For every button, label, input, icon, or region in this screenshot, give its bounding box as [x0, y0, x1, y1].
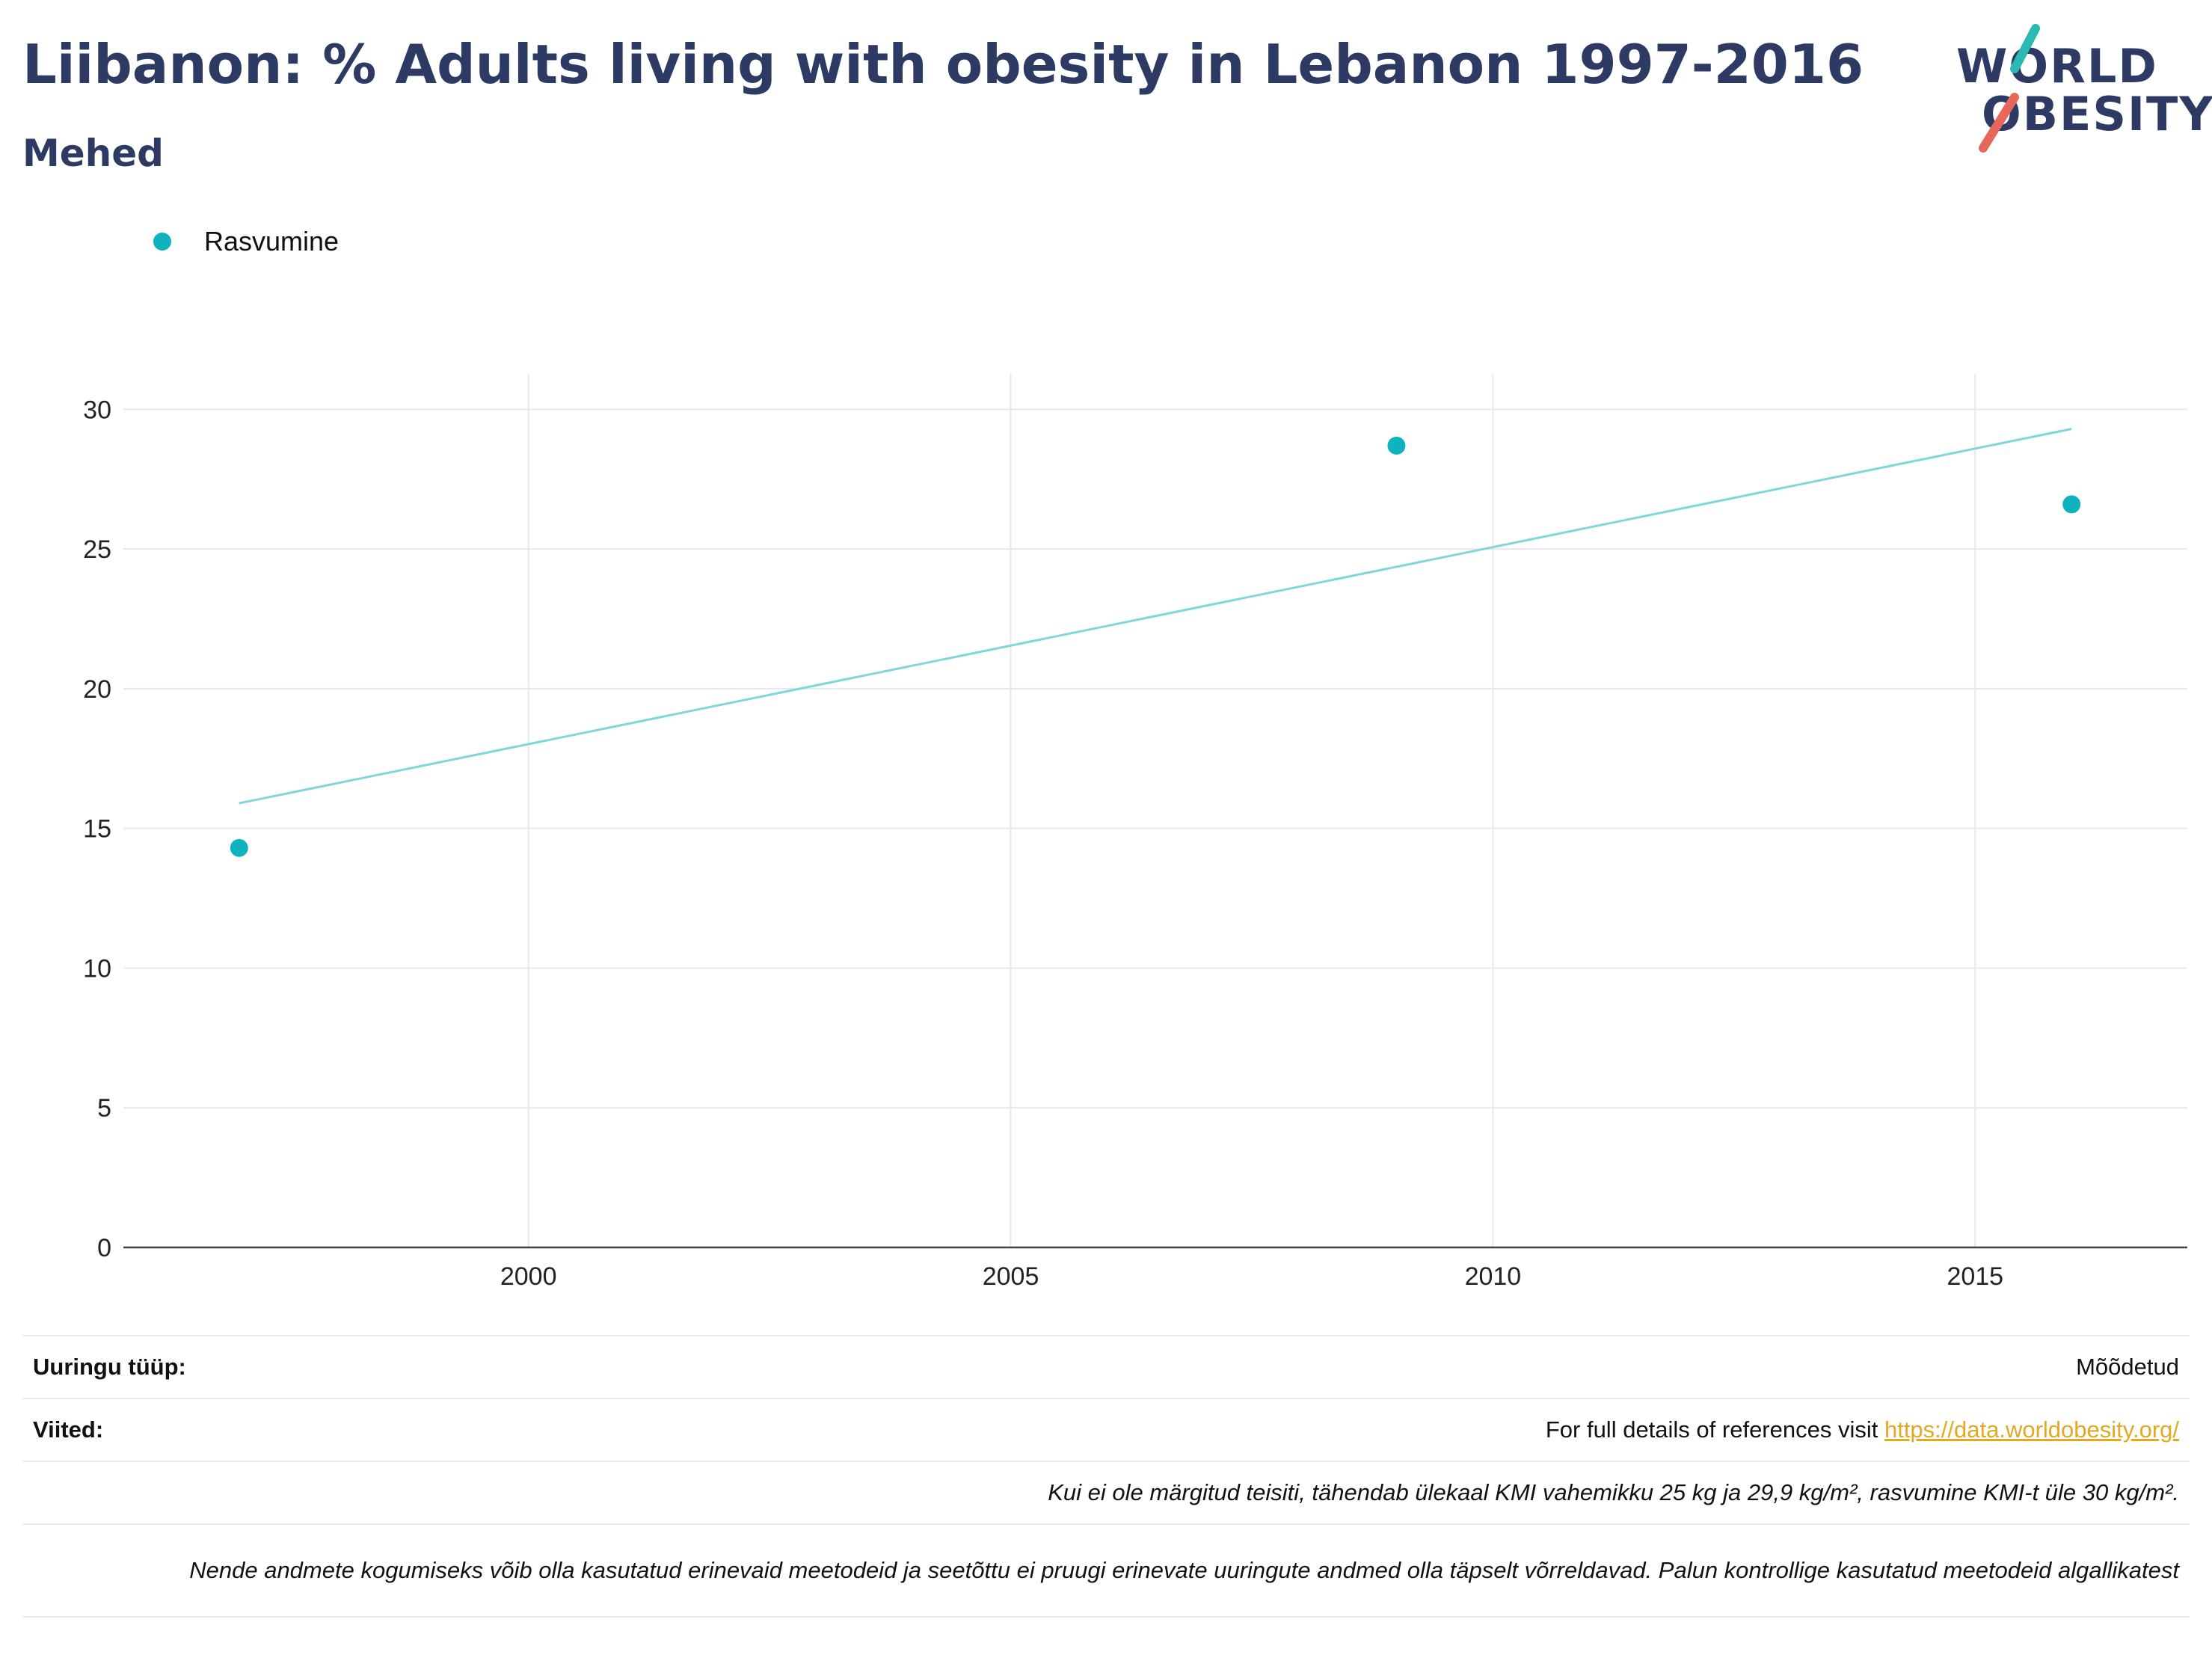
x-tick-label: 2000 — [500, 1262, 557, 1291]
legend[interactable]: Rasvumine — [153, 223, 339, 260]
survey-type-label: Uuringu tüüp: — [33, 1354, 186, 1380]
x-tick-label: 2010 — [1465, 1262, 1522, 1291]
data-point — [230, 838, 248, 857]
methods-note-row: Nende andmete kogumiseks võib olla kasut… — [22, 1523, 2190, 1618]
chart-footer: Uuringu tüüp: Mõõdetud Viited: For full … — [22, 1335, 2190, 1618]
references-link[interactable]: https://data.worldobesity.org/ — [1884, 1416, 2179, 1443]
references-text: For full details of references visit — [1545, 1416, 1884, 1443]
references-label: Viited: — [33, 1416, 104, 1443]
y-tick-label: 10 — [83, 954, 111, 983]
y-tick-label: 5 — [97, 1094, 111, 1123]
references-value: For full details of references visit htt… — [1546, 1416, 2179, 1443]
references-row: Viited: For full details of references v… — [22, 1398, 2190, 1461]
definition-note: Kui ei ole märgitud teisiti, tähendab ül… — [1048, 1479, 2179, 1506]
survey-type-row: Uuringu tüüp: Mõõdetud — [22, 1335, 2190, 1398]
y-tick-label: 30 — [83, 396, 111, 424]
world-obesity-logo: WORLD OBESITY — [1952, 22, 2212, 157]
data-point — [2062, 495, 2081, 514]
x-tick-label: 2015 — [1947, 1262, 2003, 1291]
y-tick-label: 20 — [83, 675, 111, 704]
trend-line — [239, 428, 2072, 805]
chart-title: Liibanon: % Adults living with obesity i… — [22, 33, 1864, 96]
scatter-chart: 0 5 10 15 20 25 30 2000 2005 2010 2015 — [83, 374, 2187, 1291]
y-tick-label: 15 — [83, 815, 111, 844]
survey-type-value: Mõõdetud — [2076, 1354, 2179, 1380]
definition-note-row: Kui ei ole märgitud teisiti, tähendab ül… — [22, 1461, 2190, 1523]
chart-subtitle: Mehed — [22, 132, 164, 175]
y-tick-label: 0 — [97, 1234, 111, 1262]
x-tick-label: 2005 — [983, 1262, 1039, 1291]
logo-word-world: WORLD — [1956, 39, 2158, 93]
logo-word-obesity: OBESITY — [1982, 87, 2212, 141]
methods-note: Nende andmete kogumiseks võib olla kasut… — [189, 1557, 2179, 1584]
data-point — [1387, 436, 1406, 455]
y-tick-label: 25 — [83, 535, 111, 564]
legend-marker — [153, 233, 171, 251]
legend-label: Rasvumine — [204, 226, 340, 257]
logo-slash-icon — [1979, 24, 2040, 153]
